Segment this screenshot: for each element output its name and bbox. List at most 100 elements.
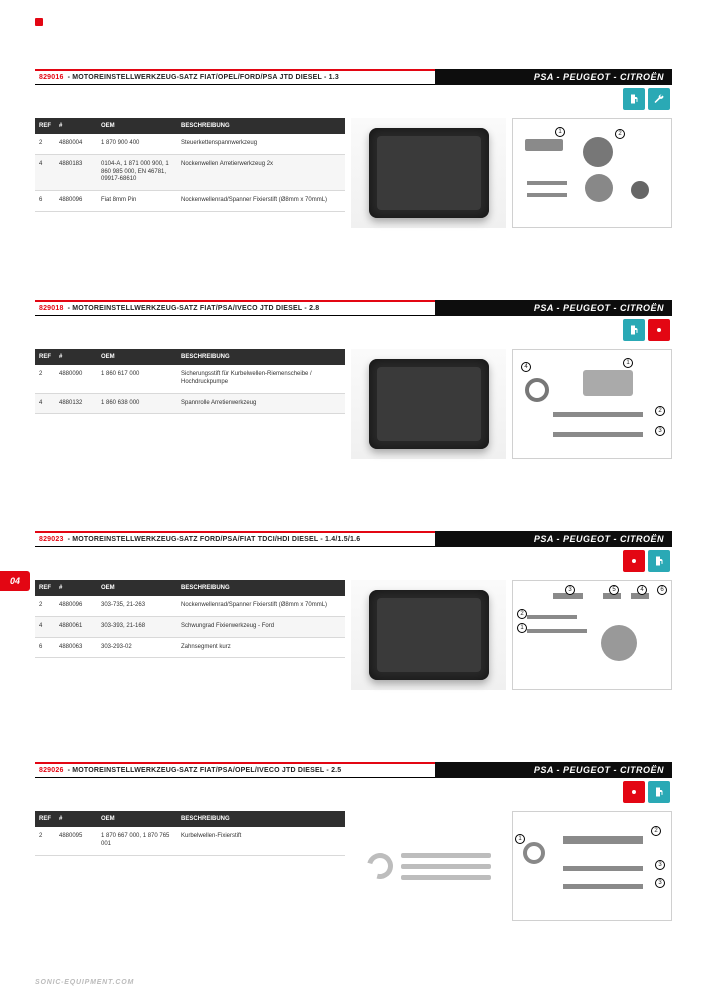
- cell-oem: Fiat 8mm Pin: [97, 191, 177, 212]
- cell-num: 4880095: [55, 827, 97, 855]
- cell-oem: 1 870 667 000, 1 870 765 001: [97, 827, 177, 855]
- cell-ref: 6: [35, 191, 55, 212]
- cell-num: 4880183: [55, 154, 97, 190]
- section-title: 829018 - MOTOREINSTELLWERKZEUG-SATZ FIAT…: [35, 300, 435, 316]
- parts-table: REF # OEM BESCHREIBUNG 2 4880095 1 870 6…: [35, 811, 345, 921]
- badge-row: [35, 550, 672, 572]
- brand-banner: PSA - PEUGEOT - CITROËN: [435, 300, 672, 316]
- product-photo: [351, 580, 506, 690]
- table-row: 2 4880096 303-735, 21-263 Nockenwellenra…: [35, 596, 345, 616]
- col-oem: OEM: [97, 349, 177, 365]
- product-photo: [351, 811, 506, 921]
- table-row: 4 4880183 0104-A, 1 871 000 900, 1 860 9…: [35, 154, 345, 190]
- cell-ref: 4: [35, 616, 55, 637]
- cell-oem: 1 860 638 000: [97, 393, 177, 414]
- cell-ref: 4: [35, 154, 55, 190]
- cell-desc: Schwungrad Fixierwerkzeug - Ford: [177, 616, 345, 637]
- cell-ref: 2: [35, 827, 55, 855]
- teal-fuel-icon: [648, 781, 670, 803]
- col-desc: BESCHREIBUNG: [177, 811, 345, 827]
- table-row: 4 4880061 303-393, 21-168 Schwungrad Fix…: [35, 616, 345, 637]
- brand-logo: [35, 18, 43, 26]
- parts-table: REF # OEM BESCHREIBUNG 2 4880004 1 870 9…: [35, 118, 345, 228]
- footer-url: SONIC-EQUIPMENT.COM: [35, 979, 134, 986]
- cell-ref: 4: [35, 393, 55, 414]
- col-desc: BESCHREIBUNG: [177, 580, 345, 596]
- table-row: 2 4880004 1 870 900 400 Steuerkettenspan…: [35, 134, 345, 154]
- teal-wrench-icon: [648, 88, 670, 110]
- cell-oem: 303-293-02: [97, 637, 177, 658]
- red-gear-icon: [623, 550, 645, 572]
- brand-banner: PSA - PEUGEOT - CITROËN: [435, 69, 672, 85]
- parts-diagram: 1 2 3 3: [512, 811, 672, 921]
- badge-row: [35, 319, 672, 341]
- parts-table: REF # OEM BESCHREIBUNG 2 4880096 303-735…: [35, 580, 345, 690]
- teal-fuel-icon: [648, 550, 670, 572]
- col-oem: OEM: [97, 811, 177, 827]
- cell-desc: Nockenwellen Arretierwerkzeug 2x: [177, 154, 345, 190]
- parts-diagram: 3 5 4 6 2 1: [512, 580, 672, 690]
- brand-banner: PSA - PEUGEOT - CITROËN: [435, 762, 672, 778]
- col-ref: REF: [35, 811, 55, 827]
- table-row: 2 4880095 1 870 667 000, 1 870 765 001 K…: [35, 827, 345, 855]
- section-title: 829023 - MOTOREINSTELLWERKZEUG-SATZ FORD…: [35, 531, 435, 547]
- product-section: 829018 - MOTOREINSTELLWERKZEUG-SATZ FIAT…: [35, 300, 672, 459]
- product-section: 829023 - MOTOREINSTELLWERKZEUG-SATZ FORD…: [35, 531, 672, 690]
- cell-desc: Nockenwellenrad/Spanner Fixierstift (Ø8m…: [177, 596, 345, 616]
- teal-fuel-icon: [623, 319, 645, 341]
- section-header: 829016 - MOTOREINSTELLWERKZEUG-SATZ FIAT…: [35, 69, 672, 85]
- product-photo: [351, 118, 506, 228]
- section-title: 829016 - MOTOREINSTELLWERKZEUG-SATZ FIAT…: [35, 69, 435, 85]
- section-title: 829026 - MOTOREINSTELLWERKZEUG-SATZ FIAT…: [35, 762, 435, 778]
- col-ref: REF: [35, 349, 55, 365]
- col-desc: BESCHREIBUNG: [177, 118, 345, 134]
- cell-desc: Kurbelwellen-Fixierstift: [177, 827, 345, 855]
- col-oem: OEM: [97, 118, 177, 134]
- cell-ref: 2: [35, 365, 55, 393]
- table-row: 4 4880132 1 860 638 000 Spannrolle Arret…: [35, 393, 345, 414]
- cell-ref: 2: [35, 596, 55, 616]
- cell-num: 4880063: [55, 637, 97, 658]
- section-header: 829023 - MOTOREINSTELLWERKZEUG-SATZ FORD…: [35, 531, 672, 547]
- cell-oem: 303-393, 21-168: [97, 616, 177, 637]
- section-header: 829018 - MOTOREINSTELLWERKZEUG-SATZ FIAT…: [35, 300, 672, 316]
- col-ref: REF: [35, 580, 55, 596]
- col-desc: BESCHREIBUNG: [177, 349, 345, 365]
- cell-num: 4880096: [55, 191, 97, 212]
- cell-num: 4880096: [55, 596, 97, 616]
- cell-oem: 1 860 617 000: [97, 365, 177, 393]
- section-header: 829026 - MOTOREINSTELLWERKZEUG-SATZ FIAT…: [35, 762, 672, 778]
- product-section: 829026 - MOTOREINSTELLWERKZEUG-SATZ FIAT…: [35, 762, 672, 921]
- badge-row: [35, 88, 672, 110]
- red-gear-icon: [648, 319, 670, 341]
- parts-diagram: 1 2: [512, 118, 672, 228]
- cell-oem: 303-735, 21-263: [97, 596, 177, 616]
- cell-ref: 2: [35, 134, 55, 154]
- col-oem: OEM: [97, 580, 177, 596]
- col-num: #: [55, 349, 97, 365]
- table-row: 2 4880090 1 860 617 000 Sicherungsstift …: [35, 365, 345, 393]
- cell-desc: Nockenwellenrad/Spanner Fixierstift (Ø8m…: [177, 191, 345, 212]
- red-gear-icon: [623, 781, 645, 803]
- product-photo: [351, 349, 506, 459]
- parts-diagram: 4 1 2 3: [512, 349, 672, 459]
- cell-num: 4880132: [55, 393, 97, 414]
- brand-banner: PSA - PEUGEOT - CITROËN: [435, 531, 672, 547]
- cell-desc: Sicherungsstift für Kurbelwellen-Riemens…: [177, 365, 345, 393]
- teal-fuel-icon: [623, 88, 645, 110]
- col-ref: REF: [35, 118, 55, 134]
- col-num: #: [55, 811, 97, 827]
- cell-ref: 6: [35, 637, 55, 658]
- table-row: 6 4880063 303-293-02 Zahnsegment kurz: [35, 637, 345, 658]
- cell-oem: 1 870 900 400: [97, 134, 177, 154]
- page-number-tab: 04: [0, 571, 30, 591]
- table-row: 6 4880096 Fiat 8mm Pin Nockenwellenrad/S…: [35, 191, 345, 212]
- cell-desc: Zahnsegment kurz: [177, 637, 345, 658]
- badge-row: [35, 781, 672, 803]
- cell-desc: Spannrolle Arretierwerkzeug: [177, 393, 345, 414]
- product-section: 829016 - MOTOREINSTELLWERKZEUG-SATZ FIAT…: [35, 69, 672, 228]
- cell-desc: Steuerkettenspannwerkzeug: [177, 134, 345, 154]
- cell-num: 4880061: [55, 616, 97, 637]
- cell-oem: 0104-A, 1 871 000 900, 1 860 985 000, EN…: [97, 154, 177, 190]
- cell-num: 4880090: [55, 365, 97, 393]
